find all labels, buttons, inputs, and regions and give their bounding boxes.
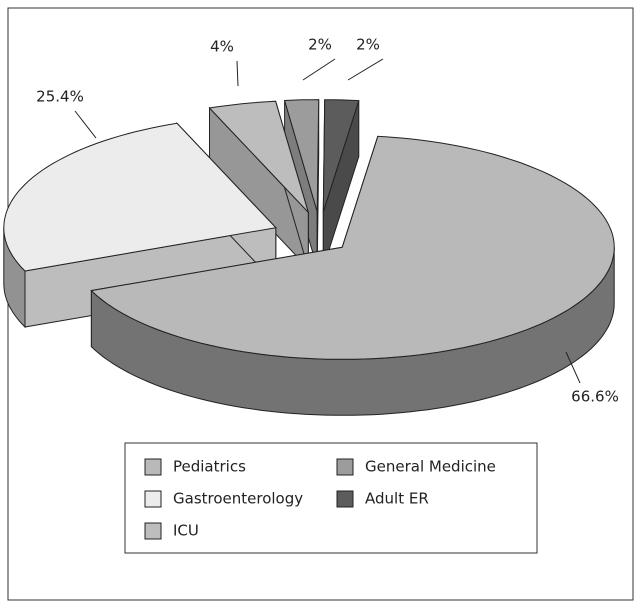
legend-label: General Medicine [365, 458, 496, 476]
legend: Pediatrics Gastroenterology ICU General Med… [124, 442, 538, 554]
legend-swatch [336, 458, 354, 476]
slice-top [283, 99, 320, 212]
slice [283, 99, 320, 268]
slice-top [3, 122, 277, 272]
leader-line [236, 60, 239, 87]
legend-swatch [144, 458, 162, 476]
legend-label: Pediatrics [173, 458, 246, 476]
legend-label: ICU [173, 522, 199, 540]
leader-line [347, 58, 384, 81]
slice [3, 122, 277, 329]
slice [322, 99, 360, 268]
leader-line [74, 110, 97, 139]
data-label: 2% [356, 36, 380, 54]
leader-line [302, 58, 336, 81]
slice [208, 100, 309, 270]
legend-label: Gastroenterology [173, 490, 303, 508]
legend-label: Adult ER [365, 490, 429, 508]
legend-box [124, 442, 538, 554]
data-label: 25.4% [36, 88, 84, 106]
slice-top [90, 135, 615, 360]
legend-swatch [336, 490, 354, 508]
data-label: 2% [308, 36, 332, 54]
data-label: 66.6% [571, 388, 619, 406]
data-label: 4% [210, 38, 234, 56]
leader-line [565, 351, 581, 384]
legend-swatch [144, 490, 162, 508]
slice-top [322, 99, 360, 212]
pie: 66.6% 25.4% 4% 2% 2% [3, 36, 619, 416]
legend-swatch [144, 522, 162, 540]
slice-top [208, 100, 309, 213]
slice [90, 135, 615, 416]
